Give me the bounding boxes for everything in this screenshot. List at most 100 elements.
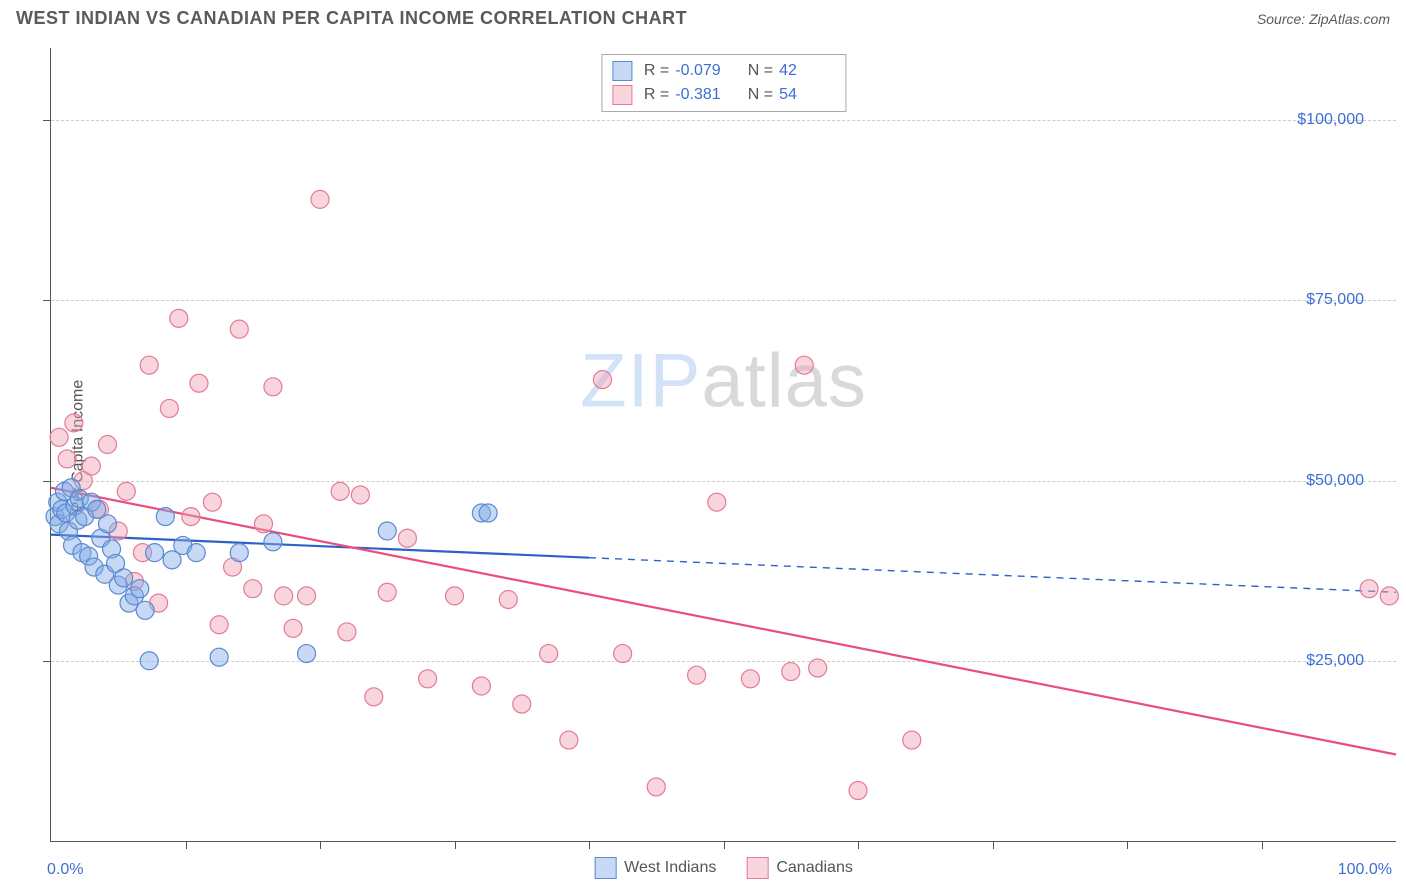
- stats-row-series-1: R = -0.381 N = 54: [612, 83, 835, 107]
- scatter-point: [210, 616, 228, 634]
- n-value-1: 54: [779, 86, 835, 104]
- scatter-point: [264, 378, 282, 396]
- scatter-point: [140, 356, 158, 374]
- chart-plot-area: ZIPatlas $25,000$50,000$75,000$100,000 R…: [50, 48, 1396, 842]
- scatter-point: [190, 374, 208, 392]
- scatter-point: [160, 399, 178, 417]
- r-label-0: R =: [644, 62, 669, 80]
- r-label-1: R =: [644, 86, 669, 104]
- x-axis-tick: [724, 841, 725, 849]
- scatter-point: [298, 645, 316, 663]
- x-axis-max-label: 100.0%: [1338, 861, 1392, 879]
- scatter-point: [398, 529, 416, 547]
- x-axis-tick: [1127, 841, 1128, 849]
- stats-swatch-series-1: [612, 85, 632, 105]
- scatter-point: [146, 544, 164, 562]
- scatter-point: [284, 619, 302, 637]
- legend-label-1: Canadians: [776, 859, 853, 877]
- stats-row-series-0: R = -0.079 N = 42: [612, 59, 835, 83]
- scatter-point: [741, 670, 759, 688]
- scatter-point: [298, 587, 316, 605]
- y-axis-tick: [43, 300, 51, 301]
- x-axis-tick: [858, 841, 859, 849]
- chart-source: Source: ZipAtlas.com: [1257, 11, 1390, 27]
- scatter-point: [136, 601, 154, 619]
- scatter-point: [98, 515, 116, 533]
- r-value-1: -0.381: [675, 86, 731, 104]
- stats-swatch-series-0: [612, 61, 632, 81]
- scatter-point: [809, 659, 827, 677]
- x-axis-tick: [186, 841, 187, 849]
- x-axis-tick: [589, 841, 590, 849]
- scatter-point: [378, 583, 396, 601]
- x-axis-tick: [993, 841, 994, 849]
- regression-line-extrapolated: [589, 558, 1396, 593]
- correlation-stats-box: R = -0.079 N = 42 R = -0.381 N = 54: [601, 54, 846, 112]
- scatter-point: [688, 666, 706, 684]
- scatter-point: [849, 782, 867, 800]
- scatter-point: [499, 590, 517, 608]
- scatter-point: [1360, 580, 1378, 598]
- scatter-point: [182, 508, 200, 526]
- scatter-point: [593, 371, 611, 389]
- scatter-point: [230, 544, 248, 562]
- scatter-point: [230, 320, 248, 338]
- chart-header: WEST INDIAN VS CANADIAN PER CAPITA INCOM…: [0, 0, 1406, 33]
- scatter-point: [65, 414, 83, 432]
- scatter-point: [255, 515, 273, 533]
- scatter-point: [614, 645, 632, 663]
- scatter-point: [419, 670, 437, 688]
- chart-title: WEST INDIAN VS CANADIAN PER CAPITA INCOM…: [16, 8, 687, 29]
- scatter-point: [82, 457, 100, 475]
- scatter-point: [708, 493, 726, 511]
- scatter-point: [275, 587, 293, 605]
- x-axis-min-label: 0.0%: [47, 861, 83, 879]
- legend: West Indians Canadians: [594, 857, 853, 879]
- scatter-point: [540, 645, 558, 663]
- y-axis-tick: [43, 661, 51, 662]
- scatter-point: [117, 482, 135, 500]
- legend-item-1: Canadians: [746, 857, 853, 879]
- scatter-point: [131, 580, 149, 598]
- legend-item-0: West Indians: [594, 857, 716, 879]
- scatter-point: [58, 450, 76, 468]
- n-value-0: 42: [779, 62, 835, 80]
- regression-line: [51, 488, 1396, 755]
- scatter-point: [115, 569, 133, 587]
- legend-label-0: West Indians: [624, 859, 716, 877]
- x-axis-tick: [455, 841, 456, 849]
- y-axis-tick: [43, 481, 51, 482]
- regression-line: [51, 535, 589, 558]
- scatter-point: [50, 428, 68, 446]
- scatter-point: [140, 652, 158, 670]
- scatter-point: [365, 688, 383, 706]
- scatter-point: [560, 731, 578, 749]
- scatter-point: [338, 623, 356, 641]
- scatter-plot-svg: [51, 48, 1396, 841]
- scatter-point: [795, 356, 813, 374]
- scatter-point: [210, 648, 228, 666]
- scatter-point: [311, 190, 329, 208]
- y-axis-tick: [43, 120, 51, 121]
- scatter-point: [187, 544, 205, 562]
- legend-swatch-0: [594, 857, 616, 879]
- scatter-point: [264, 533, 282, 551]
- scatter-point: [647, 778, 665, 796]
- x-axis-tick: [1262, 841, 1263, 849]
- scatter-point: [1380, 587, 1398, 605]
- n-label-1: N =: [748, 86, 773, 104]
- scatter-point: [170, 309, 188, 327]
- n-label-0: N =: [748, 62, 773, 80]
- scatter-point: [513, 695, 531, 713]
- scatter-point: [156, 508, 174, 526]
- scatter-point: [378, 522, 396, 540]
- scatter-point: [203, 493, 221, 511]
- legend-swatch-1: [746, 857, 768, 879]
- scatter-point: [446, 587, 464, 605]
- scatter-point: [244, 580, 262, 598]
- scatter-point: [903, 731, 921, 749]
- scatter-point: [782, 663, 800, 681]
- scatter-point: [351, 486, 369, 504]
- scatter-point: [479, 504, 497, 522]
- scatter-point: [472, 677, 490, 695]
